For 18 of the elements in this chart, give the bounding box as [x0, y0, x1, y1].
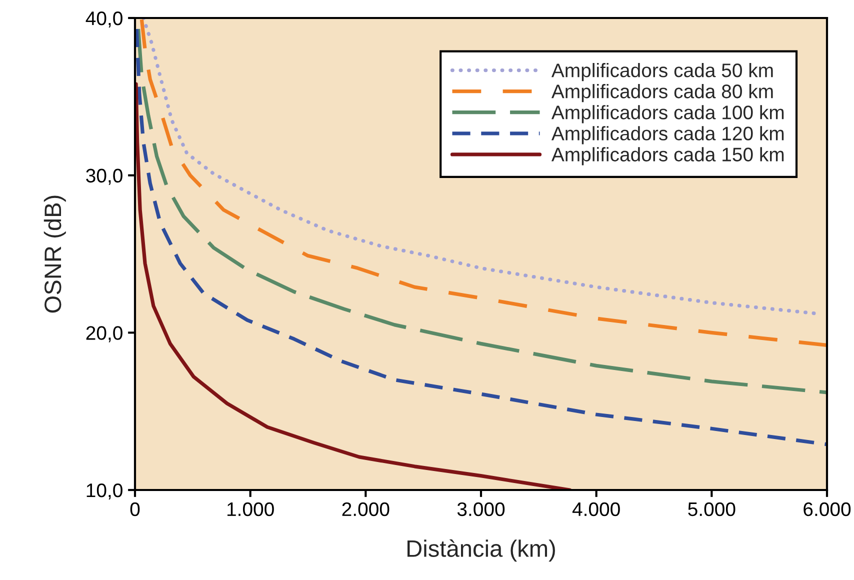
- y-tick-label: 10,0: [86, 483, 122, 500]
- x-tick-label: 3.000: [457, 502, 505, 516]
- legend-label: Amplificadors cada 100 km: [551, 105, 784, 124]
- y-axis-title: OSNR (dB): [44, 196, 66, 313]
- y-tick-label: 30,0: [86, 168, 122, 185]
- x-tick-label: 2.000: [342, 502, 390, 516]
- legend-label: Amplificadors cada 120 km: [551, 126, 784, 144]
- x-tick-label: 6.000: [804, 502, 851, 516]
- x-tick-label: 1.000: [227, 502, 274, 516]
- x-tick-label: 5.000: [688, 502, 736, 516]
- x-tick-label: 0: [130, 502, 140, 516]
- y-tick-label: 20,0: [86, 326, 122, 342]
- legend-label: Amplificadors cada 80 km: [551, 84, 773, 102]
- x-axis-title: Distància (km): [408, 539, 555, 562]
- x-tick-label: 4.000: [572, 502, 620, 516]
- y-tick-label: 40,0: [86, 11, 122, 28]
- legend-label: Amplificadors cada 150 km: [551, 147, 784, 166]
- legend-label: Amplificadors cada 50 km: [551, 62, 773, 82]
